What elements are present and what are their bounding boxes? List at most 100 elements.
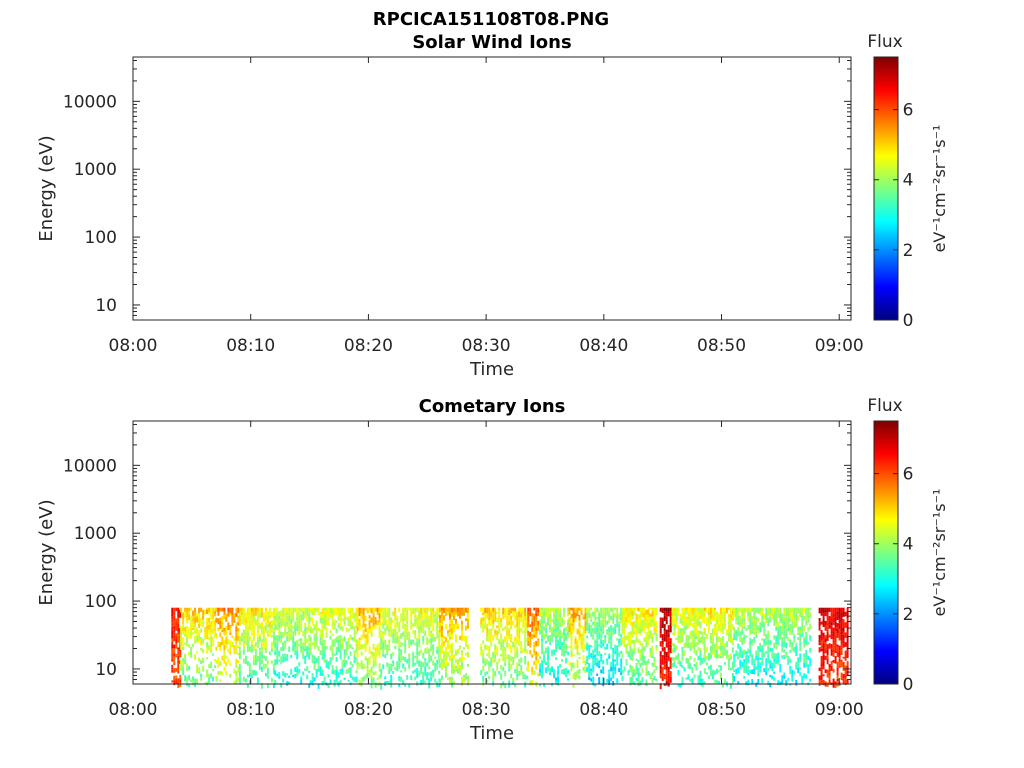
heatmap-cell bbox=[309, 629, 312, 633]
heatmap-cell bbox=[655, 625, 658, 629]
heatmap-cell bbox=[492, 671, 495, 676]
heatmap-cell bbox=[459, 635, 461, 641]
heatmap-cell bbox=[803, 625, 806, 632]
heatmap-cell bbox=[737, 615, 740, 622]
heatmap-cell bbox=[404, 666, 407, 672]
heatmap-cell bbox=[294, 633, 297, 636]
heatmap-cell bbox=[420, 661, 423, 667]
heatmap-cell bbox=[830, 652, 833, 656]
heatmap-cell bbox=[414, 612, 417, 616]
heatmap-cell bbox=[240, 618, 243, 624]
heatmap-cell bbox=[719, 640, 722, 646]
heatmap-cell bbox=[414, 662, 417, 666]
heatmap-cell bbox=[592, 669, 595, 673]
heatmap-cell bbox=[188, 627, 191, 634]
heatmap-cell bbox=[212, 669, 215, 672]
heatmap-cell bbox=[737, 652, 740, 657]
heatmap-cell bbox=[238, 649, 241, 652]
heatmap-cell bbox=[388, 680, 391, 685]
heatmap-cell bbox=[830, 630, 833, 634]
heatmap-cell bbox=[681, 612, 684, 616]
heatmap-cell bbox=[584, 631, 587, 634]
heatmap-cell bbox=[360, 660, 363, 666]
heatmap-cell bbox=[233, 637, 236, 641]
heatmap-cell bbox=[370, 625, 373, 632]
heatmap-cell bbox=[549, 613, 552, 619]
heatmap-cell bbox=[463, 647, 465, 650]
heatmap-cell bbox=[311, 620, 314, 626]
heatmap-cell bbox=[783, 628, 786, 634]
heatmap-cell bbox=[235, 679, 238, 685]
heatmap-cell bbox=[645, 668, 648, 672]
heatmap-cell bbox=[661, 644, 664, 648]
heatmap-cell bbox=[727, 633, 730, 638]
heatmap-cell bbox=[665, 663, 668, 670]
heatmap-cell bbox=[486, 671, 489, 675]
heatmap-cell bbox=[559, 663, 562, 668]
heatmap-cell bbox=[449, 655, 451, 658]
heatmap-cell bbox=[679, 628, 682, 634]
heatmap-cell bbox=[707, 626, 710, 631]
heatmap-cell bbox=[729, 607, 732, 610]
heatmap-cell bbox=[370, 617, 373, 623]
heatmap-cell bbox=[769, 616, 772, 623]
heatmap-cell bbox=[651, 662, 654, 667]
heatmap-cell bbox=[598, 644, 601, 647]
heatmap-cell bbox=[451, 647, 453, 650]
heatmap-cell bbox=[402, 643, 405, 646]
heatmap-cell bbox=[408, 607, 411, 611]
heatmap-cell bbox=[543, 651, 546, 657]
heatmap-cell bbox=[200, 639, 203, 646]
heatmap-cell bbox=[436, 622, 439, 627]
heatmap-cell bbox=[242, 613, 245, 617]
heatmap-cell bbox=[739, 621, 742, 627]
heatmap-cell bbox=[457, 648, 459, 653]
heatmap-cell bbox=[641, 619, 644, 626]
heatmap-cell bbox=[447, 612, 449, 616]
heatmap-cell bbox=[685, 609, 688, 615]
heatmap-cell bbox=[321, 653, 324, 657]
heatmap-cell bbox=[506, 607, 509, 612]
heatmap-cell bbox=[308, 625, 311, 632]
heatmap-cell bbox=[390, 627, 393, 633]
y-tick-label: 100 bbox=[85, 228, 117, 248]
heatmap-cell bbox=[641, 677, 644, 683]
heatmap-cell bbox=[594, 683, 597, 687]
heatmap-cell bbox=[426, 618, 429, 624]
heatmap-cell bbox=[846, 647, 849, 652]
heatmap-cell bbox=[186, 676, 189, 683]
heatmap-cell bbox=[707, 619, 710, 623]
heatmap-cell bbox=[822, 674, 825, 677]
heatmap-cell bbox=[683, 667, 686, 672]
heatmap-cell bbox=[826, 632, 829, 636]
heatmap-cell bbox=[335, 607, 338, 612]
heatmap-cell bbox=[180, 664, 183, 668]
heatmap-cell bbox=[743, 634, 746, 637]
heatmap-cell bbox=[321, 614, 324, 618]
heatmap-cell bbox=[743, 659, 746, 663]
heatmap-cell bbox=[315, 620, 318, 626]
heatmap-cell bbox=[820, 635, 823, 641]
heatmap-cell bbox=[588, 649, 591, 652]
heatmap-cell bbox=[329, 645, 332, 651]
heatmap-cell bbox=[703, 613, 706, 616]
heatmap-cell bbox=[325, 619, 328, 625]
heatmap-cell bbox=[406, 610, 409, 615]
heatmap-cell bbox=[765, 617, 768, 621]
heatmap-cell bbox=[602, 612, 605, 615]
heatmap-cell bbox=[545, 640, 548, 644]
heatmap-cell bbox=[382, 612, 385, 619]
heatmap-cell bbox=[325, 611, 328, 616]
heatmap-cell bbox=[262, 634, 265, 637]
heatmap-cell bbox=[809, 635, 812, 641]
heatmap-cell bbox=[304, 634, 307, 639]
heatmap-cell bbox=[522, 607, 525, 612]
heatmap-cell bbox=[482, 617, 485, 621]
heatmap-cell bbox=[250, 626, 253, 630]
heatmap-cell bbox=[233, 645, 236, 648]
heatmap-cell bbox=[610, 640, 613, 644]
heatmap-cell bbox=[681, 615, 684, 621]
heatmap-cell bbox=[347, 668, 350, 673]
heatmap-cell bbox=[451, 612, 453, 617]
heatmap-cell bbox=[309, 651, 312, 655]
